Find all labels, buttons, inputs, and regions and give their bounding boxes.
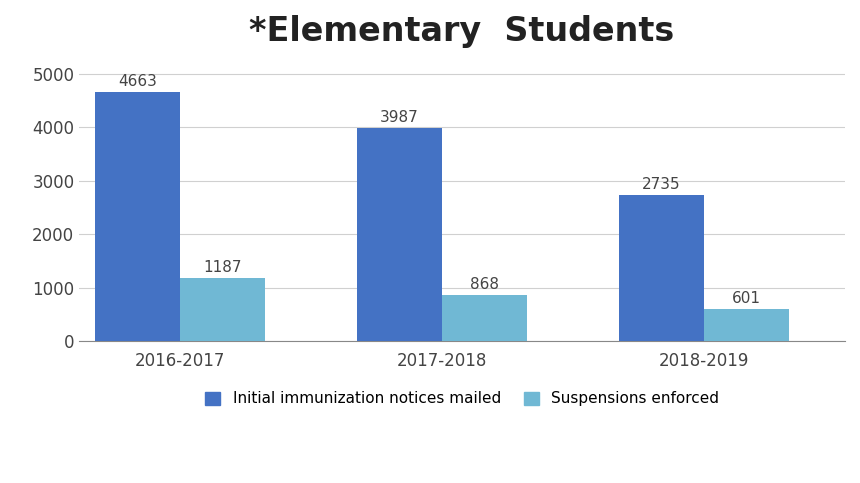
Text: 2735: 2735 [642,177,681,192]
Text: 3987: 3987 [380,110,419,125]
Bar [704,309,789,341]
Bar [95,92,180,341]
Bar [442,295,526,341]
Bar [357,128,442,341]
Bar [619,195,704,341]
Text: 868: 868 [470,277,499,292]
Text: 4663: 4663 [118,74,157,89]
Bar [180,278,265,341]
Text: 601: 601 [732,291,761,306]
Legend: Initial immunization notices mailed, Suspensions enforced: Initial immunization notices mailed, Sus… [205,391,719,407]
Title: *Elementary  Students: *Elementary Students [249,15,675,48]
Text: 1187: 1187 [203,260,242,275]
